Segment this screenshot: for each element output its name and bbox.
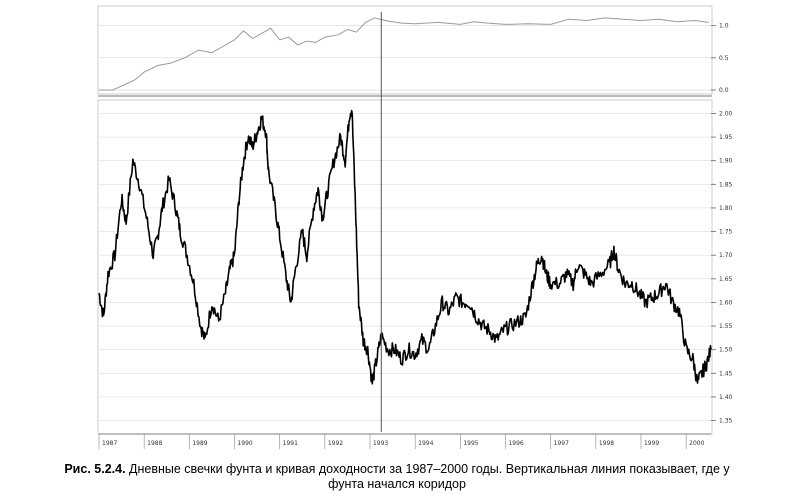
price-tick-label: 1.45: [719, 370, 733, 377]
price-tick-label: 1.80: [719, 205, 733, 212]
price-tick-label: 2.00: [719, 110, 733, 117]
price-tick-label: 1.95: [719, 134, 733, 141]
caption-line-2: фунта начался коридор: [328, 477, 466, 491]
x-tick-label: 1988: [147, 440, 162, 447]
price-tick-label: 1.60: [719, 299, 733, 306]
price-tick-label: 1.70: [719, 252, 733, 259]
x-tick-label: 1989: [192, 440, 207, 447]
price-tick-label: 1.75: [719, 229, 733, 236]
price-tick-label: 1.55: [719, 323, 733, 330]
price-tick-label: 1.40: [719, 394, 733, 401]
x-tick-label: 1996: [508, 440, 523, 447]
price-tick-label: 1.90: [719, 158, 733, 165]
equity-curve-line: [99, 17, 709, 91]
equity-gridlines: [99, 25, 711, 91]
x-tick-label: 1995: [463, 440, 478, 447]
x-tick-label: 2000: [689, 440, 704, 447]
x-tick-label: 1999: [644, 440, 659, 447]
price-y-axis: 2.00 1.95 1.90 1.85 1.80 1.75 1.70 1.65 1.60 1.55…: [711, 110, 733, 425]
x-tick-label: 1992: [328, 440, 343, 447]
price-tick-label: 1.65: [719, 276, 733, 283]
caption-line-1: Дневные свечки фунта и кривая доходности…: [129, 462, 730, 476]
figure-caption: Рис. 5.2.4. Дневные свечки фунта и крива…: [0, 462, 794, 492]
equity-tick-label: 0.5: [719, 55, 729, 62]
price-series-line: [98, 109, 712, 385]
x-tick-label: 1994: [418, 440, 433, 447]
price-gridlines: [99, 113, 711, 421]
chart-figure: 1.0 0.5 0.0 2.00 1.95 1.90 1.85 1.80 1.75 1.70 1.…: [97, 5, 733, 449]
x-tick-label: 1991: [283, 440, 298, 447]
caption-label: Рис. 5.2.4.: [64, 462, 126, 476]
equity-y-axis: 1.0 0.5 0.0: [711, 23, 729, 94]
x-tick-label: 1990: [237, 440, 252, 447]
x-tick-label: 1987: [102, 440, 117, 447]
price-tick-label: 1.85: [719, 181, 733, 188]
equity-tick-label: 1.0: [719, 23, 729, 30]
x-tick-label: 1998: [599, 440, 614, 447]
price-tick-label: 1.50: [719, 347, 733, 354]
x-tick-label: 1993: [373, 440, 388, 447]
equity-tick-label: 0.0: [719, 87, 729, 94]
price-tick-label: 1.35: [719, 418, 733, 425]
x-tick-label: 1997: [554, 440, 569, 447]
x-axis: 1987 1988 1989 1990 1991 1992 1993 1994 1995 1996…: [98, 433, 711, 449]
equity-panel-frame: [97, 5, 713, 95]
